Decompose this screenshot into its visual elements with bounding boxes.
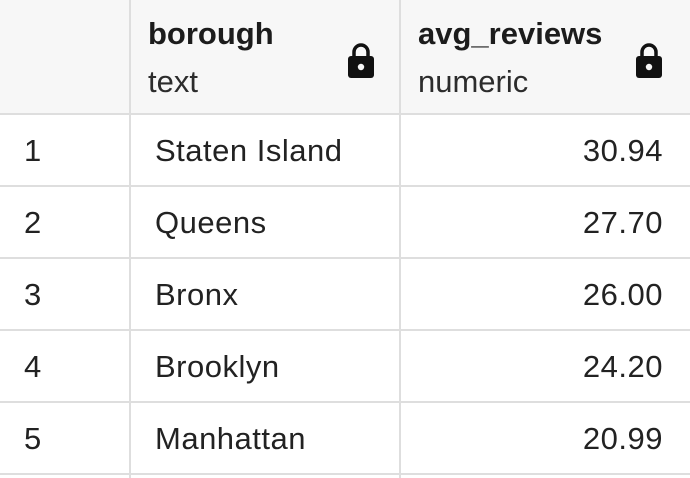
column-header-avg-reviews[interactable]: avg_reviews numeric <box>401 0 690 113</box>
column-type: text <box>148 64 198 99</box>
cell-avg-reviews[interactable]: 30.94 <box>582 133 663 168</box>
row-index-header[interactable] <box>0 0 129 113</box>
table-row[interactable]: 1 Staten Island 30.94 <box>0 115 690 187</box>
grid-header: borough text avg_reviews numeric <box>0 0 690 115</box>
cell-avg-reviews[interactable]: 20.99 <box>582 421 663 456</box>
row-index: 5 <box>24 421 42 456</box>
cell-avg-reviews[interactable]: 27.70 <box>582 205 663 240</box>
cell-borough[interactable]: Queens <box>155 205 267 240</box>
cell-borough[interactable]: Manhattan <box>155 421 306 456</box>
row-index: 3 <box>24 277 42 312</box>
table-row[interactable]: 2 Queens 27.70 <box>0 187 690 259</box>
row-index: 1 <box>24 133 42 168</box>
column-name: borough <box>148 16 274 51</box>
cell-avg-reviews[interactable]: 24.20 <box>582 349 663 384</box>
lock-icon <box>348 43 374 78</box>
table-row[interactable]: 3 Bronx 26.00 <box>0 259 690 331</box>
column-header-borough[interactable]: borough text <box>131 0 399 113</box>
column-name: avg_reviews <box>418 16 603 51</box>
cell-avg-reviews[interactable]: 26.00 <box>582 277 663 312</box>
row-index: 4 <box>24 349 42 384</box>
column-divider[interactable] <box>399 0 401 478</box>
cell-borough[interactable]: Staten Island <box>155 133 343 168</box>
cell-borough[interactable]: Bronx <box>155 277 239 312</box>
lock-icon <box>636 43 662 78</box>
table-row[interactable]: 5 Manhattan 20.99 <box>0 403 690 475</box>
cell-borough[interactable]: Brooklyn <box>155 349 280 384</box>
column-type: numeric <box>418 64 529 99</box>
column-divider[interactable] <box>129 0 131 478</box>
table-row[interactable]: 4 Brooklyn 24.20 <box>0 331 690 403</box>
row-index: 2 <box>24 205 42 240</box>
